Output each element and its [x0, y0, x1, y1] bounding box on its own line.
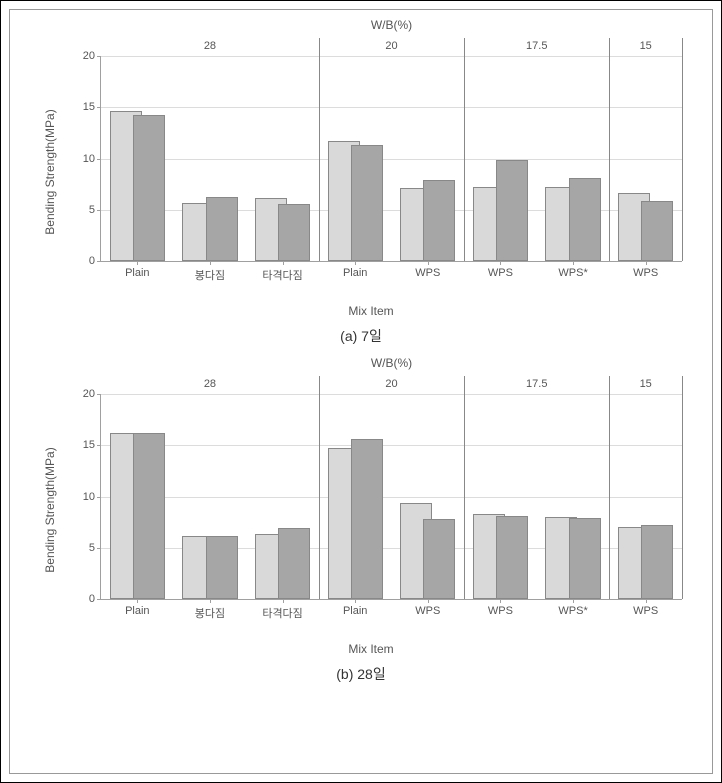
- gridline: [101, 394, 682, 395]
- xtick-label: WPS: [488, 261, 513, 279]
- group-divider-top: [319, 38, 320, 56]
- group-divider: [682, 56, 683, 261]
- group-divider: [609, 56, 610, 261]
- ytick-label: 5: [89, 204, 101, 216]
- bar: [133, 115, 165, 261]
- bar: [496, 160, 528, 261]
- group-divider-top: [682, 38, 683, 56]
- bar: [206, 197, 238, 261]
- xtick-label: WPS: [633, 261, 658, 279]
- ytick-label: 15: [83, 439, 101, 451]
- figure-inner-frame: Bending Strength(MPa) 05101520W/B(%)2820…: [9, 9, 713, 774]
- group-divider-top: [464, 376, 465, 394]
- bar: [278, 204, 310, 261]
- panel-a-chart: Bending Strength(MPa) 05101520W/B(%)2820…: [40, 22, 702, 322]
- gridline: [101, 445, 682, 446]
- xtick-label: 타격다짐: [262, 599, 302, 621]
- group-divider: [464, 394, 465, 599]
- wb-group-label: 20: [385, 40, 397, 52]
- wb-group-label: 28: [204, 40, 216, 52]
- ytick-label: 20: [83, 388, 101, 400]
- ytick-label: 15: [83, 101, 101, 113]
- wb-title: W/B(%): [371, 18, 412, 32]
- xtick-label: WPS: [633, 599, 658, 617]
- panel-b: Bending Strength(MPa) 05101520W/B(%)2820…: [30, 360, 692, 698]
- bar: [641, 201, 673, 261]
- group-divider-top: [464, 38, 465, 56]
- wb-group-label: 15: [640, 378, 652, 390]
- xtick-label: Plain: [343, 599, 367, 617]
- panel-a: Bending Strength(MPa) 05101520W/B(%)2820…: [30, 22, 692, 360]
- group-divider-top: [609, 376, 610, 394]
- wb-group-label: 20: [385, 378, 397, 390]
- bar: [351, 439, 383, 599]
- xtick-label: 봉다짐: [195, 599, 225, 621]
- group-divider-top: [609, 38, 610, 56]
- bar: [641, 525, 673, 599]
- xtick-label: 타격다짐: [262, 261, 302, 283]
- bar: [569, 178, 601, 261]
- xtick-label: 봉다짐: [195, 261, 225, 283]
- panel-b-chart: Bending Strength(MPa) 05101520W/B(%)2820…: [40, 360, 702, 660]
- xtick-label: WPS*: [558, 599, 587, 617]
- bar: [496, 516, 528, 599]
- bar: [569, 518, 601, 599]
- panel-b-caption: (b) 28일: [336, 664, 385, 684]
- wb-group-label: 15: [640, 40, 652, 52]
- bar: [206, 536, 238, 599]
- xtick-label: Plain: [343, 261, 367, 279]
- gridline: [101, 159, 682, 160]
- ytick-label: 20: [83, 50, 101, 62]
- xtick-label: Plain: [125, 599, 149, 617]
- panel-b-ylabel: Bending Strength(MPa): [43, 447, 57, 572]
- panel-a-ylabel: Bending Strength(MPa): [43, 109, 57, 234]
- ytick-label: 10: [83, 153, 101, 165]
- gridline: [101, 107, 682, 108]
- bar: [351, 145, 383, 261]
- gridline: [101, 56, 682, 57]
- group-divider-top: [319, 376, 320, 394]
- group-divider: [464, 56, 465, 261]
- ytick-label: 0: [89, 255, 101, 267]
- panel-b-xlabel: Mix Item: [348, 642, 393, 656]
- panel-a-caption: (a) 7일: [340, 326, 382, 346]
- xtick-label: WPS: [415, 599, 440, 617]
- bar: [423, 180, 455, 261]
- bar: [423, 519, 455, 599]
- bar: [278, 528, 310, 599]
- group-divider: [319, 56, 320, 261]
- group-divider: [609, 394, 610, 599]
- xtick-label: WPS: [488, 599, 513, 617]
- panel-a-plot: 05101520W/B(%)282017.515Plain봉다짐타격다짐Plai…: [100, 56, 682, 262]
- group-divider: [682, 394, 683, 599]
- wb-group-label: 17.5: [526, 40, 547, 52]
- bar: [133, 433, 165, 599]
- group-divider-top: [682, 376, 683, 394]
- ytick-label: 10: [83, 491, 101, 503]
- xtick-label: Plain: [125, 261, 149, 279]
- gridline: [101, 497, 682, 498]
- wb-group-label: 28: [204, 378, 216, 390]
- xtick-label: WPS: [415, 261, 440, 279]
- xtick-label: WPS*: [558, 261, 587, 279]
- panel-a-xlabel: Mix Item: [348, 304, 393, 318]
- wb-group-label: 17.5: [526, 378, 547, 390]
- ytick-label: 5: [89, 542, 101, 554]
- figure-outer-frame: Bending Strength(MPa) 05101520W/B(%)2820…: [0, 0, 722, 783]
- ytick-label: 0: [89, 593, 101, 605]
- panel-b-plot: 05101520W/B(%)282017.515Plain봉다짐타격다짐Plai…: [100, 394, 682, 600]
- wb-title: W/B(%): [371, 356, 412, 370]
- group-divider: [319, 394, 320, 599]
